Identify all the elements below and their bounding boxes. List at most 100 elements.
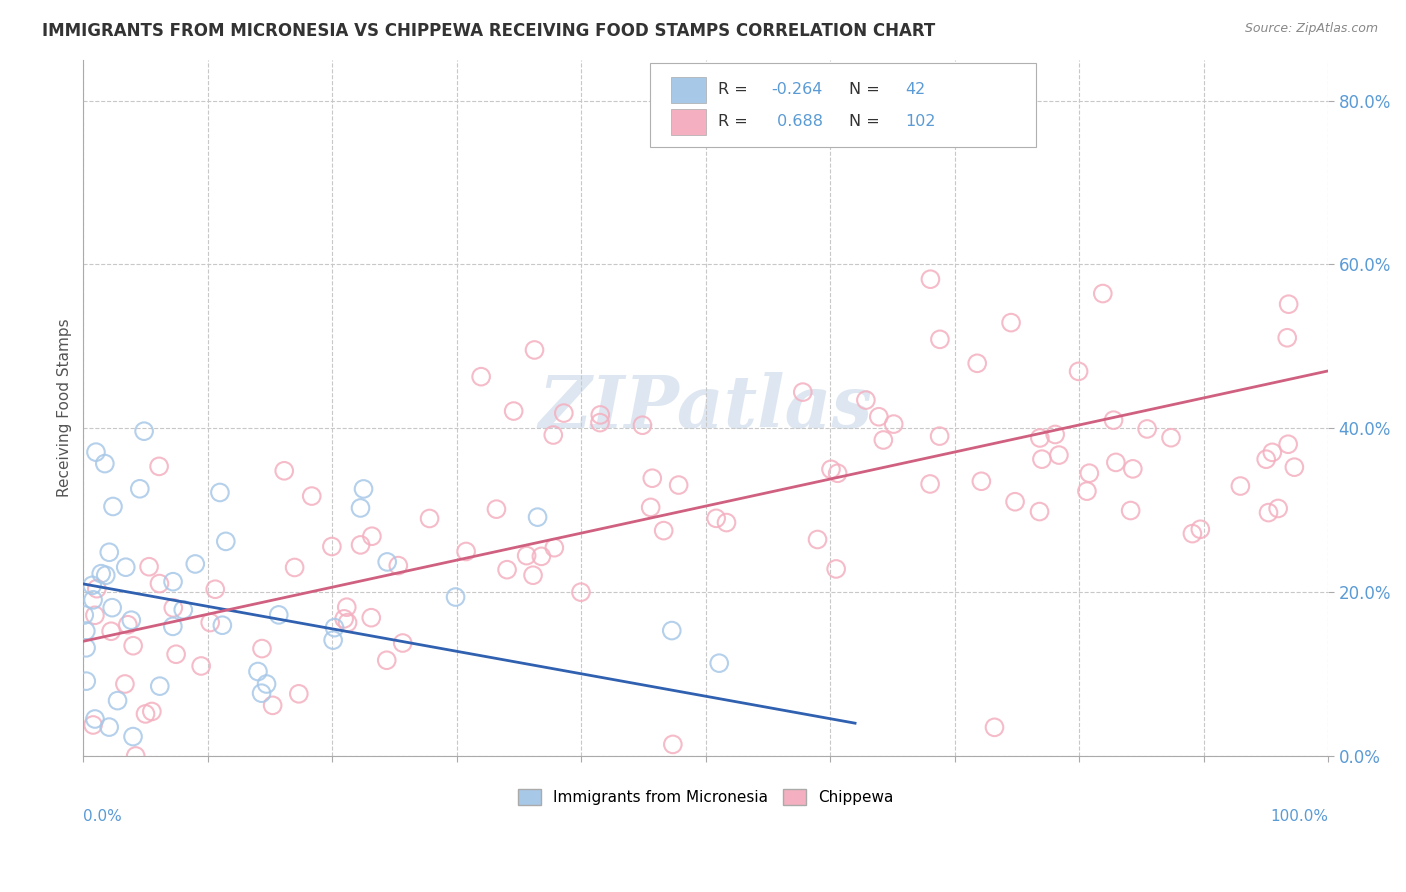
Point <box>1102 413 1125 427</box>
Point <box>250 686 273 700</box>
Point <box>526 510 548 524</box>
Point <box>855 393 877 408</box>
Point <box>868 409 890 424</box>
Point <box>138 559 160 574</box>
Text: ZIPatlas: ZIPatlas <box>538 372 873 443</box>
Point <box>1189 522 1212 536</box>
Point <box>530 549 553 564</box>
Point <box>375 555 398 569</box>
Point <box>162 574 184 589</box>
Point <box>631 418 654 433</box>
Point <box>516 549 538 563</box>
Point <box>523 343 546 357</box>
Point <box>215 534 238 549</box>
Point <box>928 429 950 443</box>
Point <box>1119 503 1142 517</box>
Point <box>792 385 814 400</box>
Point <box>709 656 731 670</box>
Point <box>1028 505 1050 519</box>
Point <box>1105 455 1128 469</box>
Text: 42: 42 <box>905 82 925 97</box>
Point <box>640 500 662 515</box>
Point <box>84 608 107 623</box>
Point <box>90 566 112 581</box>
Point <box>114 677 136 691</box>
Text: Source: ZipAtlas.com: Source: ZipAtlas.com <box>1244 22 1378 36</box>
Point <box>301 489 323 503</box>
Point <box>162 619 184 633</box>
Point <box>117 617 139 632</box>
Point <box>920 477 942 491</box>
Point <box>349 538 371 552</box>
Point <box>101 500 124 514</box>
Point <box>101 600 124 615</box>
Point <box>470 369 492 384</box>
Point <box>120 613 142 627</box>
Point <box>208 485 231 500</box>
Point <box>165 647 187 661</box>
Point <box>1256 452 1278 467</box>
Point <box>273 464 295 478</box>
Point <box>122 730 145 744</box>
Point <box>1091 286 1114 301</box>
Point <box>872 433 894 447</box>
Point <box>148 576 170 591</box>
Text: R =: R = <box>718 82 754 97</box>
Point <box>662 738 685 752</box>
Point <box>485 502 508 516</box>
Point <box>716 516 738 530</box>
Point <box>1229 479 1251 493</box>
Point <box>496 563 519 577</box>
Point <box>122 639 145 653</box>
Point <box>246 665 269 679</box>
Point <box>100 624 122 639</box>
Point <box>920 272 942 286</box>
Text: 0.688: 0.688 <box>772 114 823 129</box>
Point <box>321 540 343 554</box>
Point <box>928 332 950 346</box>
Point <box>336 600 359 615</box>
Point <box>256 677 278 691</box>
Point <box>267 607 290 622</box>
Point <box>75 624 97 638</box>
Point <box>569 585 592 599</box>
Point <box>125 748 148 763</box>
Point <box>820 462 842 476</box>
Point <box>827 467 849 481</box>
Point <box>652 524 675 538</box>
Point <box>349 500 371 515</box>
Legend: Immigrants from Micronesia, Chippewa: Immigrants from Micronesia, Chippewa <box>512 783 900 811</box>
Point <box>1267 501 1289 516</box>
Point <box>806 533 828 547</box>
Point <box>107 693 129 707</box>
FancyBboxPatch shape <box>671 77 706 103</box>
Point <box>456 544 478 558</box>
Point <box>1067 364 1090 378</box>
Point <box>322 633 344 648</box>
Point <box>1261 445 1284 459</box>
Point <box>184 557 207 571</box>
Point <box>336 615 359 630</box>
Point <box>132 424 155 438</box>
Point <box>94 568 117 582</box>
Point <box>553 406 575 420</box>
Y-axis label: Receiving Food Stamps: Receiving Food Stamps <box>58 318 72 497</box>
Point <box>1284 460 1306 475</box>
Point <box>211 618 233 632</box>
Point <box>94 457 117 471</box>
Point <box>284 560 307 574</box>
Point <box>641 471 664 485</box>
Point <box>543 428 565 442</box>
Point <box>1000 316 1022 330</box>
Point <box>148 459 170 474</box>
Point <box>82 592 104 607</box>
Point <box>883 417 905 431</box>
Point <box>1160 431 1182 445</box>
Point <box>1278 297 1301 311</box>
Point <box>1004 494 1026 508</box>
Text: -0.264: -0.264 <box>772 82 823 97</box>
Point <box>190 659 212 673</box>
Point <box>419 511 441 525</box>
Point <box>502 404 524 418</box>
FancyBboxPatch shape <box>650 63 1036 146</box>
